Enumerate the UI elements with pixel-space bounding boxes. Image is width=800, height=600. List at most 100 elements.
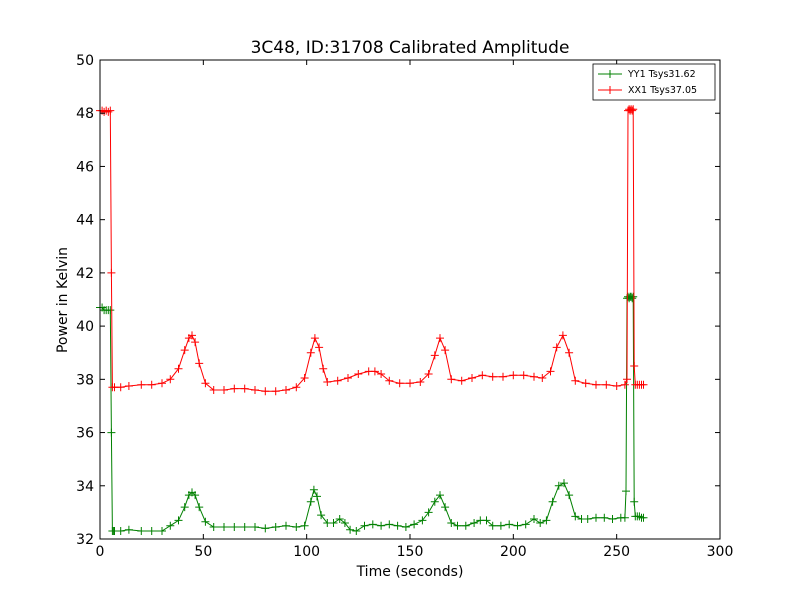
data-point-marker xyxy=(261,387,270,396)
data-point-marker xyxy=(401,523,410,531)
data-point-marker xyxy=(436,334,444,343)
x-tick-label: 200 xyxy=(500,544,527,560)
data-point-marker xyxy=(441,346,450,355)
data-point-marker xyxy=(521,520,530,529)
data-point-marker xyxy=(174,364,183,373)
data-point-marker xyxy=(137,380,146,389)
data-point-marker xyxy=(251,523,259,531)
data-point-marker xyxy=(195,503,204,512)
legend: YY1 Tsys31.62 XX1 Tsys37.05 xyxy=(592,63,716,101)
data-point-marker xyxy=(530,372,538,381)
data-point-marker xyxy=(628,106,637,115)
data-point-marker xyxy=(306,497,315,506)
data-point-marker xyxy=(166,521,175,530)
data-point-marker xyxy=(565,491,574,500)
data-point-marker xyxy=(251,386,259,394)
data-point-marker xyxy=(509,371,518,380)
data-point-marker xyxy=(354,370,363,378)
data-point-marker xyxy=(488,372,497,381)
legend-marker-yy1 xyxy=(606,70,614,78)
x-tick-label: 250 xyxy=(603,544,630,560)
data-point-marker xyxy=(201,379,210,388)
data-point-marker xyxy=(191,491,200,500)
data-point-marker xyxy=(292,383,301,392)
data-point-marker xyxy=(441,503,450,512)
data-point-marker xyxy=(424,508,433,517)
data-point-marker xyxy=(282,386,290,394)
data-point-marker xyxy=(180,503,189,512)
data-point-marker xyxy=(482,516,491,525)
data-point-marker xyxy=(300,374,309,382)
data-point-marker xyxy=(309,485,318,494)
data-point-marker xyxy=(124,382,133,390)
data-point-marker xyxy=(639,380,648,389)
data-point-marker xyxy=(352,527,361,535)
data-point-marker xyxy=(639,513,648,522)
data-point-marker xyxy=(201,517,210,526)
series-layer xyxy=(96,105,648,535)
x-tick-label: 150 xyxy=(397,544,424,560)
data-point-marker xyxy=(488,521,497,530)
legend-label-yy1: YY1 Tsys31.62 xyxy=(627,69,696,80)
data-point-marker xyxy=(461,521,470,530)
data-point-marker xyxy=(478,371,487,380)
data-point-marker xyxy=(406,379,414,388)
data-point-marker xyxy=(608,515,617,523)
data-point-marker xyxy=(395,379,404,388)
data-point-marker xyxy=(377,370,386,378)
data-point-marker xyxy=(418,516,427,525)
data-point-marker xyxy=(548,497,557,506)
data-point-marker xyxy=(592,513,600,522)
data-point-marker xyxy=(271,387,280,396)
data-point-marker xyxy=(581,379,590,388)
data-point-marker xyxy=(583,515,592,523)
data-point-marker xyxy=(560,479,568,488)
data-point-marker xyxy=(344,374,352,382)
data-point-marker xyxy=(612,382,621,390)
data-point-marker xyxy=(635,512,644,521)
data-point-marker xyxy=(600,513,609,522)
data-point-marker xyxy=(385,376,394,385)
data-point-marker xyxy=(424,370,433,378)
data-point-marker xyxy=(220,523,228,531)
y-tick-label: 34 xyxy=(76,479,94,495)
data-point-marker xyxy=(447,375,456,384)
data-point-marker xyxy=(107,428,116,437)
x-tick-label: 0 xyxy=(96,544,105,560)
data-point-marker xyxy=(620,380,629,389)
data-point-marker xyxy=(620,513,629,522)
data-point-marker xyxy=(209,523,218,531)
data-point-marker xyxy=(629,292,638,301)
data-point-marker xyxy=(565,348,574,357)
data-point-marker xyxy=(513,521,522,530)
data-point-marker xyxy=(393,521,402,530)
data-point-marker xyxy=(623,375,631,384)
data-point-marker xyxy=(628,294,637,303)
y-axis-label: Power in Kelvin xyxy=(55,247,71,353)
data-point-marker xyxy=(622,487,630,496)
y-tick-label: 38 xyxy=(76,372,94,388)
data-point-marker xyxy=(147,380,156,389)
data-point-marker xyxy=(282,521,290,530)
y-tick-label: 44 xyxy=(76,213,94,229)
data-point-marker xyxy=(546,367,555,376)
data-point-marker xyxy=(542,516,551,525)
data-point-marker xyxy=(317,511,326,520)
y-tick-label: 36 xyxy=(76,426,94,442)
data-point-marker xyxy=(209,386,218,394)
data-point-marker xyxy=(496,521,505,530)
data-point-marker xyxy=(558,331,567,340)
data-point-marker xyxy=(195,359,204,368)
data-point-marker xyxy=(147,527,156,535)
y-tick-label: 48 xyxy=(76,106,94,122)
data-point-marker xyxy=(630,362,639,370)
data-point-marker xyxy=(124,525,133,534)
data-point-marker xyxy=(571,512,580,521)
x-axis-label: Time (seconds) xyxy=(356,564,464,580)
data-point-marker xyxy=(220,386,228,394)
data-point-marker xyxy=(106,106,115,115)
data-point-marker xyxy=(240,384,249,393)
data-point-marker xyxy=(313,492,321,501)
data-point-marker xyxy=(505,520,514,529)
data-point-marker xyxy=(191,338,200,347)
